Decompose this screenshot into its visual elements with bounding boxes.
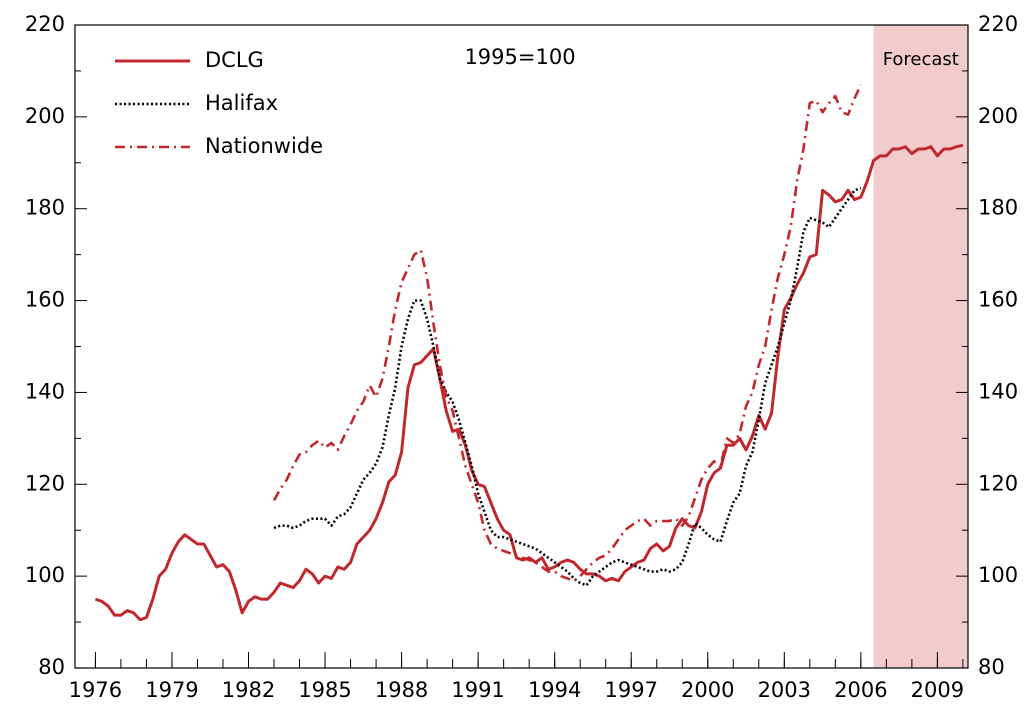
- legend-label: Nationwide: [205, 134, 323, 158]
- x-tick-label: 1988: [375, 678, 428, 702]
- y-tick-label: 180: [25, 196, 65, 220]
- x-tick-label: 2000: [681, 678, 734, 702]
- forecast-region: [873, 25, 968, 668]
- series-line: [272, 84, 863, 583]
- y2-tick-label: 180: [978, 196, 1018, 220]
- y-tick-label: 100: [25, 563, 65, 587]
- series-line: [273, 186, 862, 587]
- x-tick-label: 1985: [298, 678, 351, 702]
- plot-frame: [74, 24, 969, 669]
- x-tick-label: 1997: [604, 678, 657, 702]
- x-tick-label: 1976: [69, 678, 122, 702]
- y2-tick-label: 200: [978, 104, 1018, 128]
- y2-tick-label: 100: [978, 563, 1018, 587]
- y-tick-label: 220: [25, 12, 65, 36]
- y2-tick-label: 160: [978, 288, 1018, 312]
- y2-tick-label: 140: [978, 379, 1018, 403]
- y-tick-label: 80: [38, 655, 65, 679]
- series-line: [94, 143, 964, 622]
- x-tick-label: 1994: [528, 678, 581, 702]
- y-tick-label: 200: [25, 104, 65, 128]
- x-tick-label: 1991: [451, 678, 504, 702]
- x-tick-label: 2003: [758, 678, 811, 702]
- y-tick-label: 160: [25, 288, 65, 312]
- y2-tick-label: 80: [978, 655, 1005, 679]
- x-tick-label: 2006: [834, 678, 887, 702]
- legend-label: Halifax: [205, 91, 278, 115]
- y2-tick-label: 120: [978, 471, 1018, 495]
- legend-label: DCLG: [205, 48, 264, 72]
- forecast-label: Forecast: [883, 49, 959, 70]
- y2-tick-label: 220: [978, 12, 1018, 36]
- x-tick-label: 1979: [145, 678, 198, 702]
- annotation: 1995=100: [464, 45, 575, 69]
- x-tick-label: 1982: [222, 678, 275, 702]
- y-tick-label: 140: [25, 379, 65, 403]
- x-tick-label: 2009: [911, 678, 964, 702]
- y-tick-label: 120: [25, 471, 65, 495]
